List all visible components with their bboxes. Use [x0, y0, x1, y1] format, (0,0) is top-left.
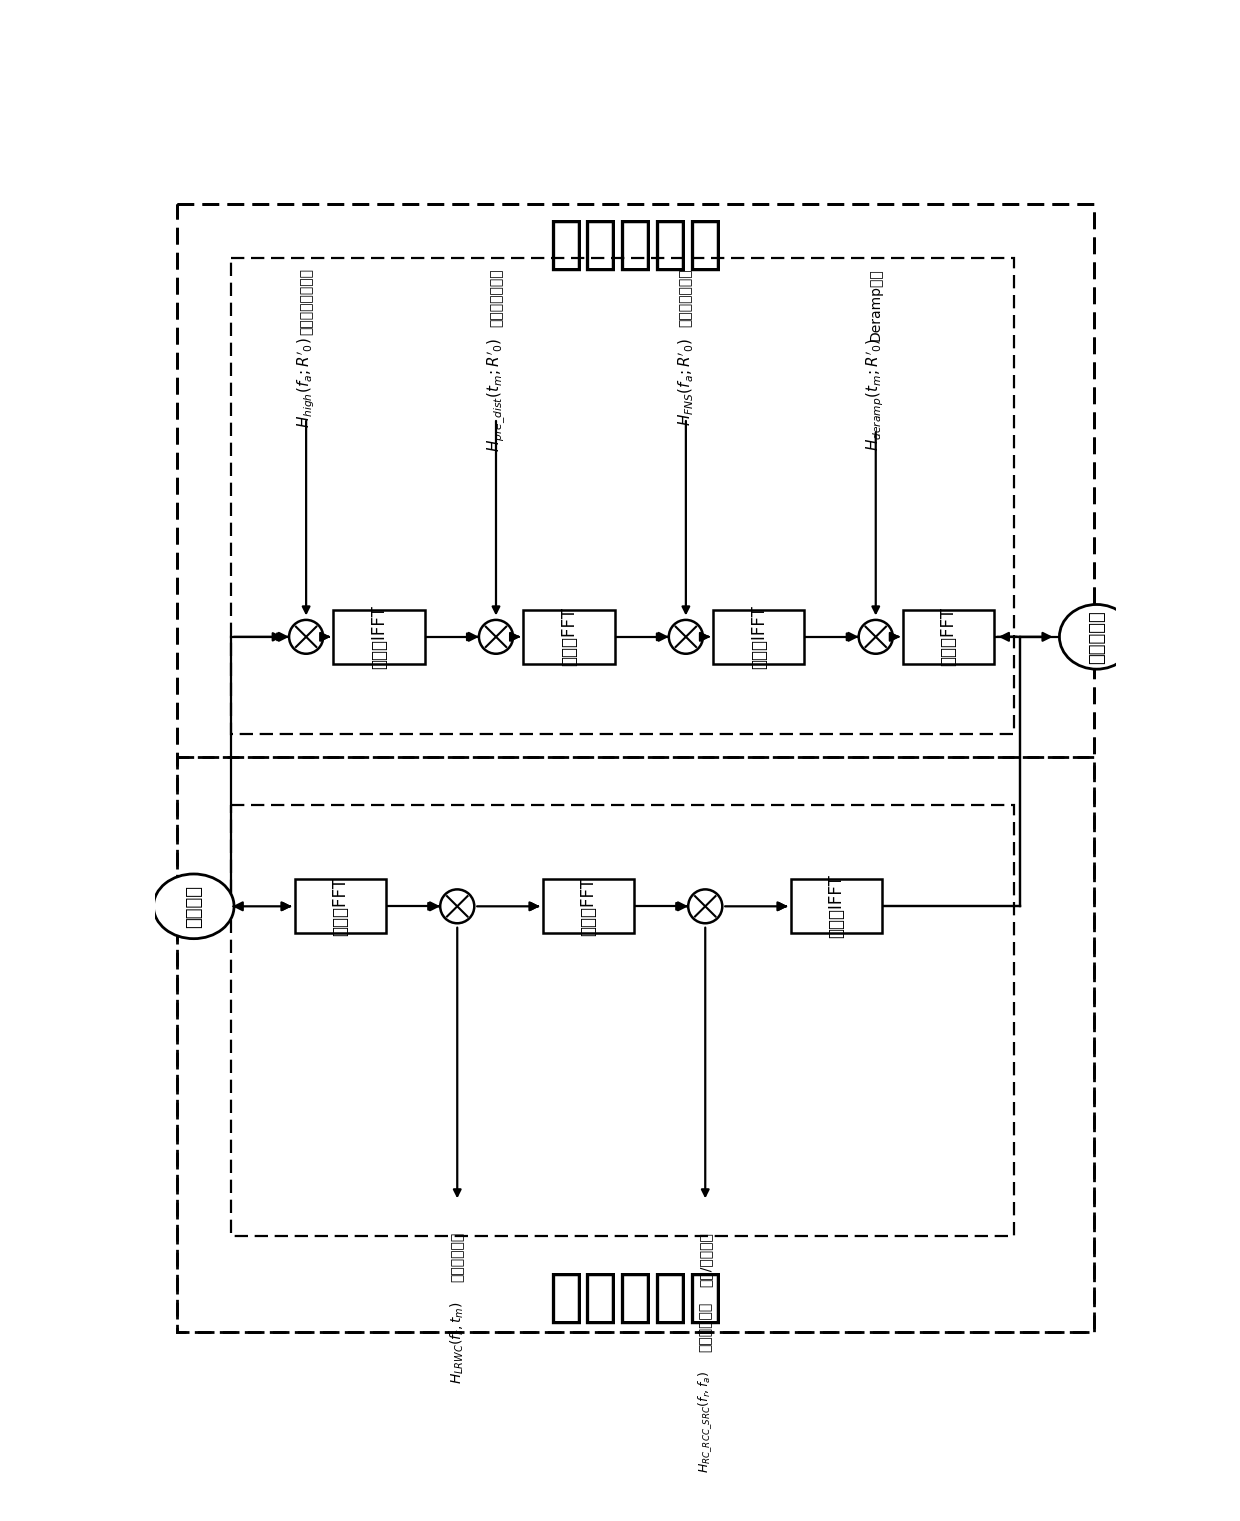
- Circle shape: [479, 621, 513, 654]
- Text: 距离向IFFT: 距离向IFFT: [827, 875, 846, 938]
- Text: $H_{LRWC}(f_r,t_m)$: $H_{LRWC}(f_r,t_m)$: [449, 1302, 466, 1384]
- Text: 高次相位补偿因子: 高次相位补偿因子: [299, 268, 314, 335]
- Circle shape: [289, 621, 324, 654]
- Text: 脉压/二次脉压: 脉压/二次脉压: [698, 1232, 712, 1287]
- Text: 预失真补偿因子: 预失真补偿因子: [489, 268, 503, 327]
- Text: 方位向IFFT: 方位向IFFT: [750, 605, 768, 669]
- Circle shape: [440, 890, 474, 923]
- Bar: [523, 610, 615, 663]
- Text: 斜平面图像: 斜平面图像: [1087, 610, 1106, 663]
- Text: 原始数据: 原始数据: [185, 885, 203, 928]
- Bar: [231, 805, 1014, 1237]
- Text: 方位向FFT: 方位向FFT: [559, 607, 578, 666]
- Circle shape: [668, 621, 703, 654]
- Text: 距离走动校正: 距离走动校正: [450, 1232, 464, 1282]
- Bar: [176, 757, 1094, 1332]
- Text: $H_{pre\_dist}$$(t_m;R'_0)$: $H_{pre\_dist}$$(t_m;R'_0)$: [485, 338, 507, 452]
- Text: 方位向FFT: 方位向FFT: [579, 876, 598, 935]
- Text: 方位向FFT: 方位向FFT: [940, 607, 957, 666]
- Bar: [334, 610, 424, 663]
- Text: 方位向IFFT: 方位向IFFT: [370, 605, 388, 669]
- Circle shape: [688, 890, 722, 923]
- Ellipse shape: [1059, 604, 1133, 669]
- Text: $H_{RC\_RCC\_SRC}(f_r,f_a)$: $H_{RC\_RCC\_SRC}(f_r,f_a)$: [697, 1370, 714, 1472]
- Circle shape: [858, 621, 893, 654]
- Text: $H_{deramp}$$(t_m;R'_0)$: $H_{deramp}$$(t_m;R'_0)$: [866, 338, 887, 450]
- Bar: [176, 204, 1094, 757]
- Text: 距离回处理: 距离回处理: [548, 1269, 723, 1326]
- Text: 距离向FFT: 距离向FFT: [331, 876, 350, 935]
- Bar: [791, 879, 882, 934]
- Bar: [903, 610, 994, 663]
- Bar: [713, 610, 805, 663]
- Text: $H_{high}$$(f_a;R'_0)$: $H_{high}$$(f_a;R'_0)$: [295, 338, 316, 427]
- Text: 方位回处理: 方位回处理: [548, 216, 723, 272]
- Text: 距离弯曲校正: 距离弯曲校正: [698, 1302, 712, 1352]
- Bar: [231, 259, 1014, 733]
- Bar: [543, 879, 634, 934]
- Bar: [295, 879, 386, 934]
- Text: Deramp去斜: Deramp去斜: [869, 268, 883, 341]
- Ellipse shape: [154, 875, 234, 938]
- Text: 非线性变标因子: 非线性变标因子: [678, 268, 693, 327]
- Text: $H_{FNS}$$(f_a;R'_0)$: $H_{FNS}$$(f_a;R'_0)$: [676, 338, 696, 426]
